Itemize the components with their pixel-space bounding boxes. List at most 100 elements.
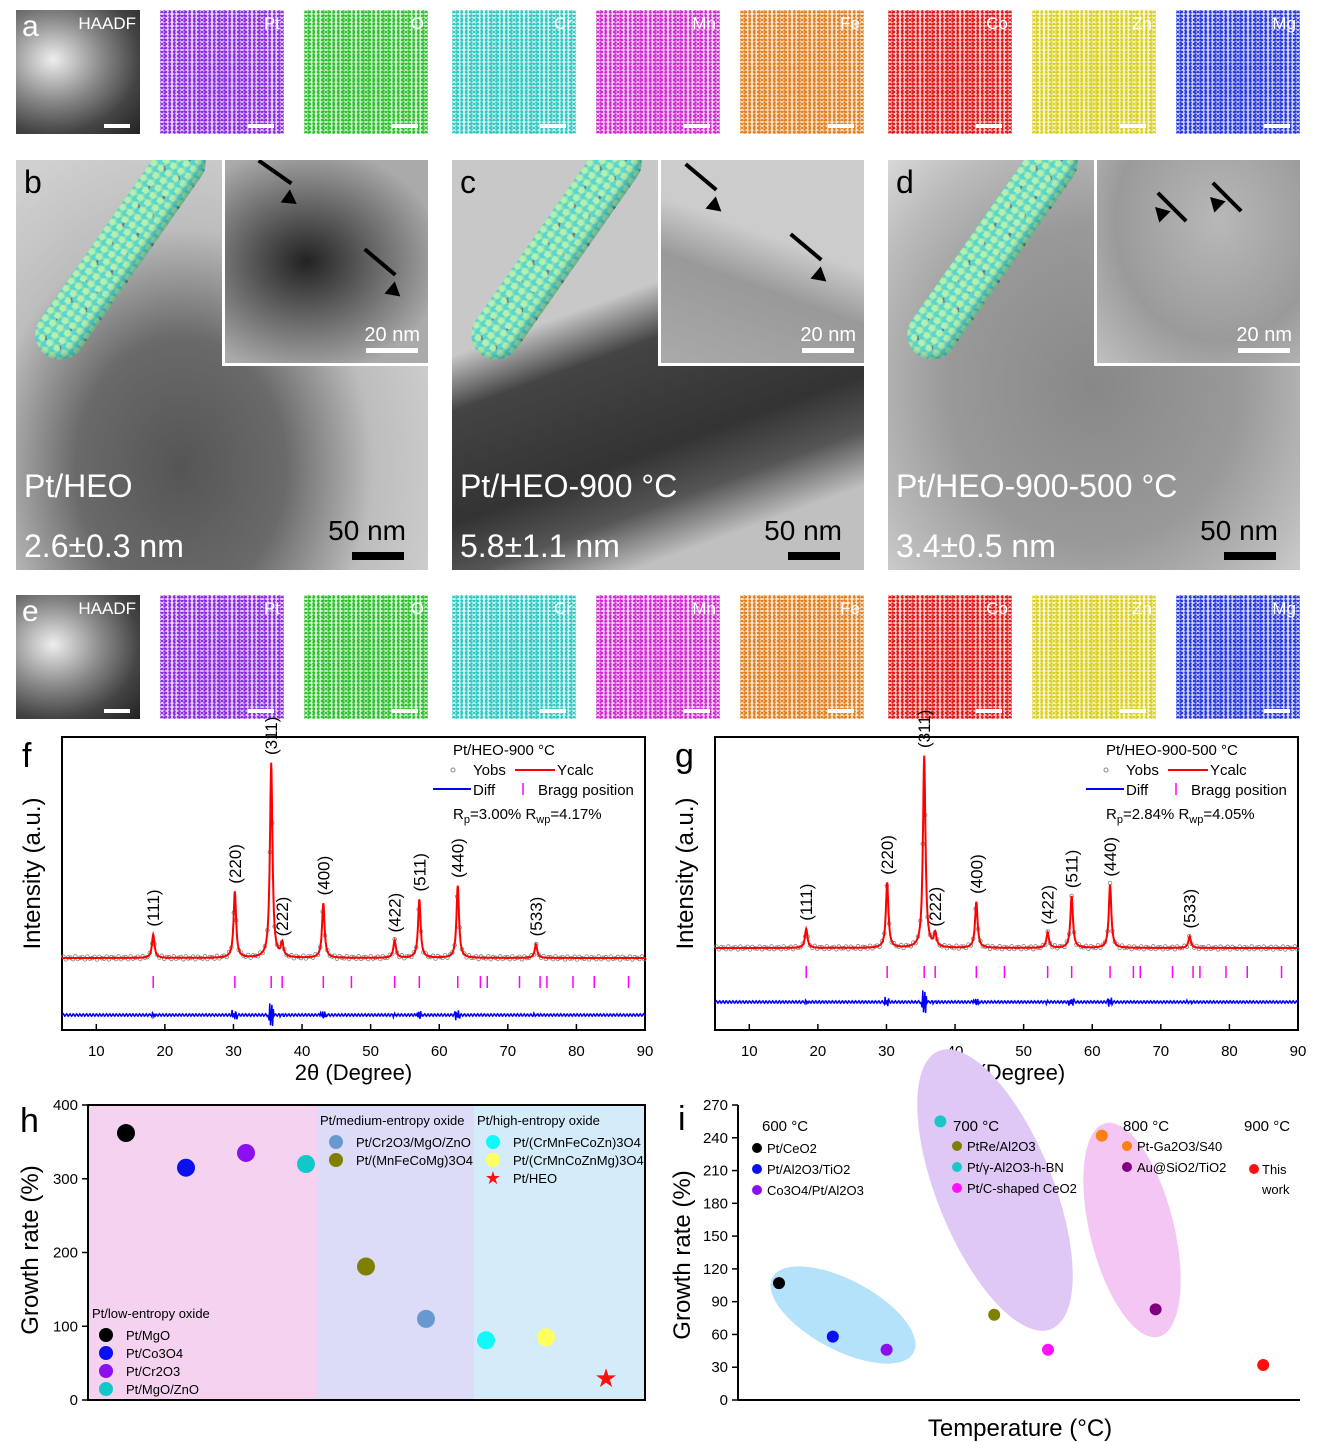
- legend-label: Pt/γ-Al2O3-h-BN: [967, 1160, 1064, 1175]
- element-label: Zn: [1132, 14, 1152, 33]
- scale-bar: [104, 124, 130, 128]
- x-tick-label: 30: [878, 1043, 895, 1060]
- y-tick-label: 180: [703, 1195, 728, 1212]
- scale-bar: [788, 552, 840, 560]
- data-point: [297, 1155, 315, 1173]
- hkl-label: (400): [967, 854, 986, 894]
- stat-sub: wp: [535, 814, 550, 826]
- legend-label: Pt/CeO2: [767, 1141, 817, 1156]
- hrtem-inset: 20 nm: [222, 160, 428, 366]
- legend-group-title: Pt/medium-entropy oxide: [320, 1113, 465, 1128]
- scale-bar: [1120, 124, 1146, 128]
- data-point: [1095, 1129, 1108, 1142]
- element-label: Mg: [1272, 14, 1296, 33]
- group-ellipse: [770, 1266, 916, 1364]
- x-tick-label: 90: [637, 1043, 654, 1060]
- hkl-label: (220): [878, 835, 897, 875]
- y-tick-label: 270: [703, 1097, 728, 1114]
- data-point: [1257, 1359, 1270, 1372]
- eds-map-zn: Zn: [1032, 595, 1156, 719]
- particle-size: 5.8±1.1 nm: [460, 528, 620, 564]
- sample-name: Pt/HEO: [24, 468, 133, 504]
- particle-size: 3.4±0.5 nm: [896, 528, 1056, 564]
- x-tick-label: 80: [1221, 1043, 1238, 1060]
- data-point: [1149, 1303, 1162, 1316]
- tem-panel-b: 20 nm b Pt/HEO 2.6±0.3 nm 50 nm: [16, 160, 428, 570]
- legend-label: Pt/Al2O3/TiO2: [767, 1162, 850, 1177]
- hkl-label: (511): [410, 853, 429, 891]
- legend-label: Pt-Ga2O3/S40: [1137, 1139, 1222, 1154]
- legend-title: Pt/HEO-900-500 °C: [1106, 742, 1238, 759]
- y-axis-title: Intensity (a.u.): [19, 797, 46, 949]
- legend-marker: [752, 1164, 762, 1174]
- x-tick-label: 90: [1290, 1043, 1307, 1060]
- legend-marker: [952, 1162, 962, 1172]
- panel-letter: c: [460, 164, 476, 200]
- eds-map-mg: Mg: [1176, 595, 1300, 719]
- scale-label: 50 nm: [1200, 515, 1278, 546]
- stat-part: =4.05%: [1203, 806, 1254, 823]
- y-tick-label: 300: [53, 1171, 78, 1188]
- data-point: [357, 1257, 375, 1276]
- stat-part: =4.17%: [550, 806, 601, 823]
- label-line: This: [1262, 1162, 1287, 1177]
- ycalc-line: [715, 755, 1298, 949]
- legend-marker: [99, 1364, 113, 1378]
- legend-label: Pt/(MnFeCoMg)3O4: [356, 1153, 473, 1168]
- legend-marker: [752, 1143, 762, 1153]
- stat-part: R: [525, 806, 536, 823]
- element-label: Co: [986, 14, 1008, 33]
- ycalc-line: [62, 762, 645, 959]
- x-tick-label: 50: [362, 1043, 379, 1060]
- eds-map-cr: Cr: [452, 595, 576, 719]
- element-label: O: [410, 14, 424, 33]
- hkl-label: (533): [1181, 889, 1200, 929]
- y-tick-label: 120: [703, 1261, 728, 1278]
- hkl-label: (111): [797, 884, 816, 921]
- data-point: [477, 1331, 495, 1350]
- yobs-series: [714, 812, 1300, 952]
- x-tick-label: 70: [1152, 1043, 1169, 1060]
- stat-part: R: [1106, 806, 1117, 823]
- legend-title: Pt/HEO-900 °C: [453, 742, 555, 759]
- data-point: [237, 1143, 255, 1162]
- legend-label: This work: [1261, 1162, 1290, 1197]
- legend-label: Pt/Co3O4: [126, 1346, 183, 1361]
- data-point-star: ★: [594, 1363, 617, 1393]
- y-tick-label: 30: [711, 1359, 728, 1376]
- eds-map-co: Co: [888, 10, 1012, 134]
- scale-bar: [976, 709, 1002, 713]
- legend-label: Pt/Cr2O3/MgO/ZnO: [356, 1135, 471, 1150]
- element-label: Zn: [1132, 599, 1152, 618]
- refinement-stats: Rp=3.00% Rwp=4.17%: [453, 806, 602, 826]
- hkl-label: (222): [926, 887, 945, 927]
- yobs-legend-marker: [1103, 767, 1109, 773]
- stat-sub: p: [464, 814, 470, 826]
- data-point: [934, 1115, 947, 1128]
- scale-bar: [828, 124, 854, 128]
- y-axis-title: Intensity (a.u.): [672, 797, 699, 949]
- data-point: [773, 1277, 785, 1290]
- tem-panel-d: 20 nm d Pt/HEO-900-500 °C 3.4±0.5 nm 50 nm: [888, 160, 1300, 570]
- hkl-label: (511): [1063, 850, 1082, 888]
- eds-map-o: O: [304, 10, 428, 134]
- legend-bragg: Bragg position: [1191, 782, 1287, 799]
- element-label: Pt: [263, 14, 280, 33]
- scale-bar: [1120, 709, 1146, 713]
- element-label: Pt: [263, 599, 280, 618]
- temperature-group-label: 900 °C: [1244, 1118, 1290, 1135]
- eds-map-zn: Zn: [1032, 10, 1156, 134]
- inset-scale-label: 20 nm: [800, 324, 856, 346]
- x-tick-label: 20: [810, 1043, 827, 1060]
- y-tick-label: 0: [70, 1392, 78, 1409]
- hkl-label: (422): [1039, 885, 1058, 925]
- element-label: HAADF: [78, 599, 136, 618]
- scale-bar: [1224, 552, 1276, 560]
- panel-letter: b: [24, 164, 42, 200]
- scale-bar: [684, 124, 710, 128]
- xrd-chart-g: (111) (220) (311) (222) (400) (422) (511) (440)…: [672, 710, 1306, 1085]
- group-region: [474, 1105, 645, 1400]
- eds-map-mn: Mn: [596, 10, 720, 134]
- hkl-label: (440): [449, 838, 468, 878]
- legend-marker: [486, 1135, 500, 1149]
